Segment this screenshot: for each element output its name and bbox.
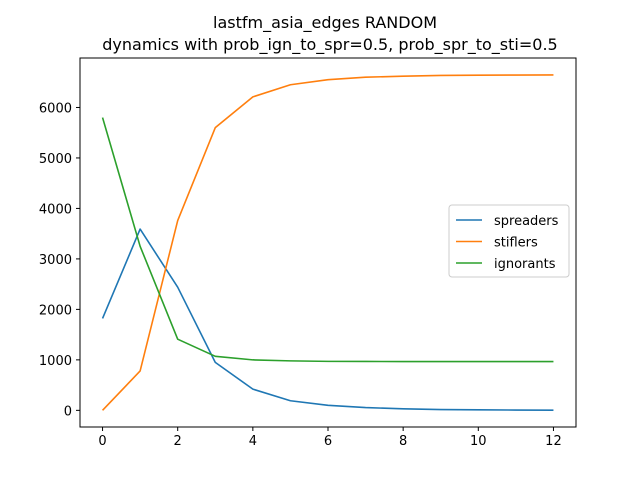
x-tick-label: 8	[399, 434, 407, 449]
legend-label-spreaders: spreaders	[494, 214, 559, 229]
y-tick-label: 0	[64, 404, 72, 419]
plot-area	[101, 74, 554, 411]
chart-subtitle: dynamics with prob_ign_to_spr=0.5, prob_…	[102, 35, 557, 55]
x-tick-label: 2	[174, 434, 182, 449]
legend-label-stiflers: stiflers	[494, 236, 538, 251]
chart-title: lastfm_asia_edges RANDOM	[213, 13, 437, 33]
y-tick-label: 2000	[39, 303, 72, 318]
series-line-spreaders	[101, 228, 554, 411]
y-tick-label: 1000	[39, 354, 72, 369]
x-tick-label: 6	[324, 434, 332, 449]
axis-ticks: 0 2 4 6 8 10 12 0 1000 2000 3000 4000 5000 6000	[39, 101, 562, 449]
y-tick-label: 4000	[39, 202, 72, 217]
series-line-ignorants	[101, 117, 554, 363]
legend-box	[448, 204, 570, 278]
x-tick-label: 4	[249, 434, 257, 449]
y-tick-label: 3000	[39, 253, 72, 268]
series-line-stiflers	[101, 74, 554, 411]
legend-label-ignorants: ignorants	[494, 257, 556, 272]
x-tick-label: 12	[545, 434, 562, 449]
legend: spreaders stiflers ignorants	[448, 204, 570, 278]
x-tick-label: 0	[98, 434, 106, 449]
y-tick-label: 5000	[39, 152, 72, 167]
y-tick-label: 6000	[39, 101, 72, 116]
x-tick-label: 10	[470, 434, 487, 449]
